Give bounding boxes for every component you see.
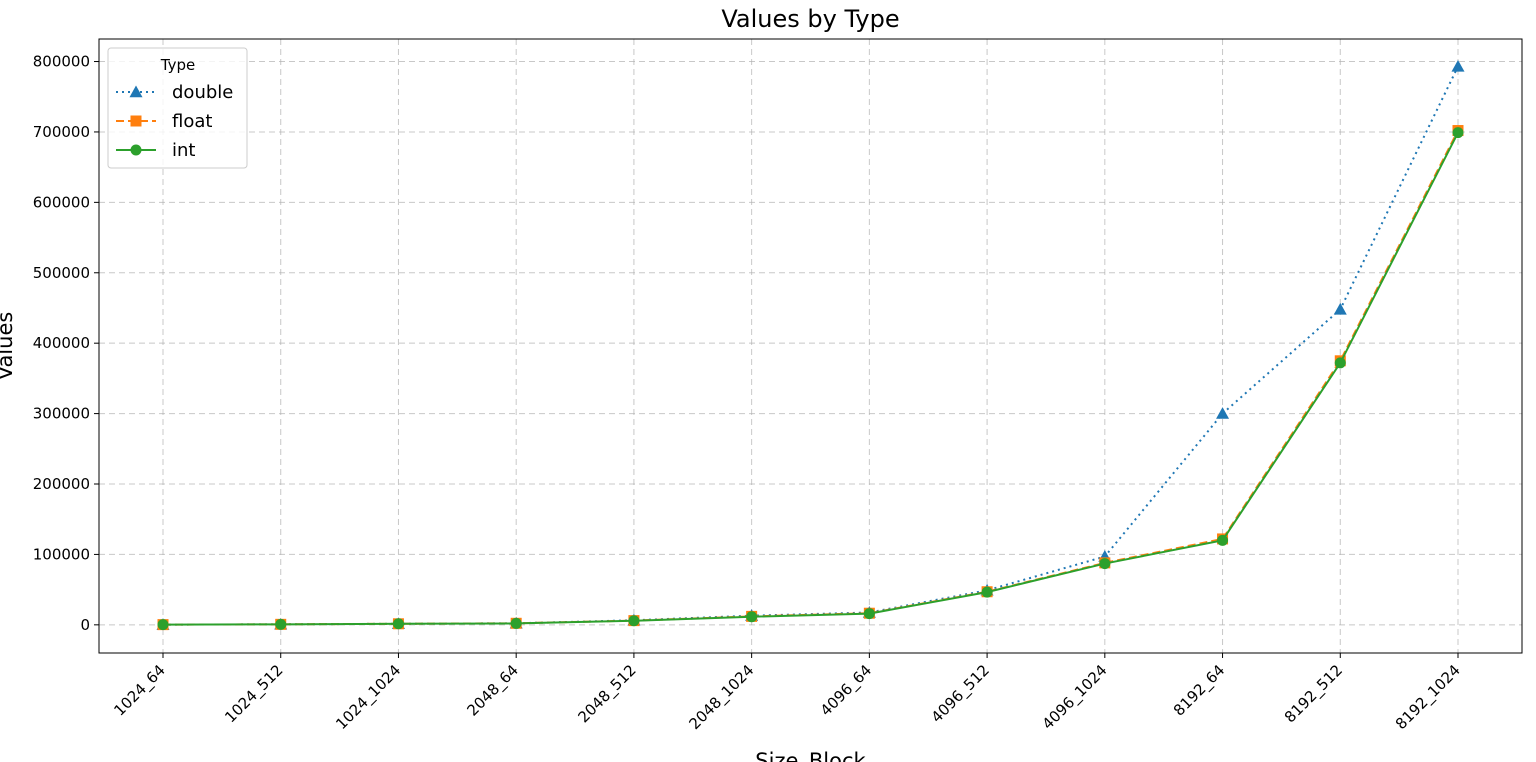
legend: Type double float int [107, 47, 248, 169]
x-tick-label: 4096_1024 [1039, 661, 1112, 734]
data-point-int [1217, 534, 1229, 546]
legend-marker-double [129, 85, 143, 98]
series-line-int [162, 132, 1459, 626]
y-tick-label: 400000 [33, 334, 90, 352]
data-point-double [1333, 302, 1347, 315]
data-point-int [510, 617, 522, 629]
data-point-int [275, 618, 287, 630]
data-point-int [1452, 127, 1464, 139]
y-tick-label: 800000 [33, 53, 90, 71]
legend-marker-int [130, 144, 142, 156]
series-double [156, 59, 1465, 630]
legend-marker-float [130, 115, 142, 127]
y-tick-label: 500000 [33, 264, 90, 282]
legend-label-int: int [172, 140, 195, 161]
data-point-int [981, 586, 993, 598]
data-point-int [1099, 558, 1111, 570]
data-point-int [392, 618, 404, 630]
plot-frame [98, 38, 1523, 654]
x-tick-label: 8192_1024 [1392, 661, 1465, 734]
y-tick-label: 200000 [33, 475, 90, 493]
data-point-int [157, 619, 169, 631]
x-tick-label: 2048_64 [463, 661, 522, 720]
x-tick-label: 4096_512 [928, 661, 994, 727]
x-axis-label: Size_Block [755, 749, 866, 762]
data-point-int [628, 615, 640, 627]
legend-box [107, 47, 248, 169]
y-tick-label: 300000 [33, 405, 90, 423]
x-tick-label: 2048_512 [574, 661, 640, 727]
series-layer [156, 59, 1465, 631]
series-line-double [162, 66, 1459, 626]
y-axis-label: Values [0, 312, 17, 381]
x-tick-label: 8192_512 [1281, 661, 1347, 727]
y-tick-label: 100000 [33, 545, 90, 563]
axes-layer: 1024_64 1024_512 1024_1024 2048_64 2048_512 2… [33, 53, 1465, 734]
x-tick-label: 2048_1024 [685, 661, 758, 734]
data-point-double [1451, 59, 1465, 72]
legend-item-float: float [116, 111, 212, 132]
x-tick-label: 8192_64 [1170, 661, 1229, 720]
x-tick-label: 1024_64 [110, 661, 169, 720]
grid-layer [99, 39, 1522, 653]
chart-title: Values by Type [721, 5, 899, 33]
y-tick-label: 700000 [33, 123, 90, 141]
x-tick-label: 1024_512 [221, 661, 287, 727]
data-point-int [746, 611, 758, 623]
x-tick-label: 1024_1024 [332, 661, 405, 734]
x-tick-label: 4096_64 [817, 661, 876, 720]
data-point-int [863, 608, 875, 620]
legend-title: Type [160, 56, 195, 74]
legend-label-float: float [172, 111, 212, 132]
legend-label-double: double [172, 82, 233, 103]
series-int [157, 127, 1464, 631]
data-point-int [1334, 357, 1346, 369]
y-tick-label: 600000 [33, 193, 90, 211]
y-tick-label: 0 [80, 616, 90, 634]
legend-items: double float int [116, 82, 233, 161]
legend-item-double: double [116, 82, 233, 103]
legend-item-int: int [116, 140, 195, 161]
data-point-double [1216, 407, 1230, 419]
